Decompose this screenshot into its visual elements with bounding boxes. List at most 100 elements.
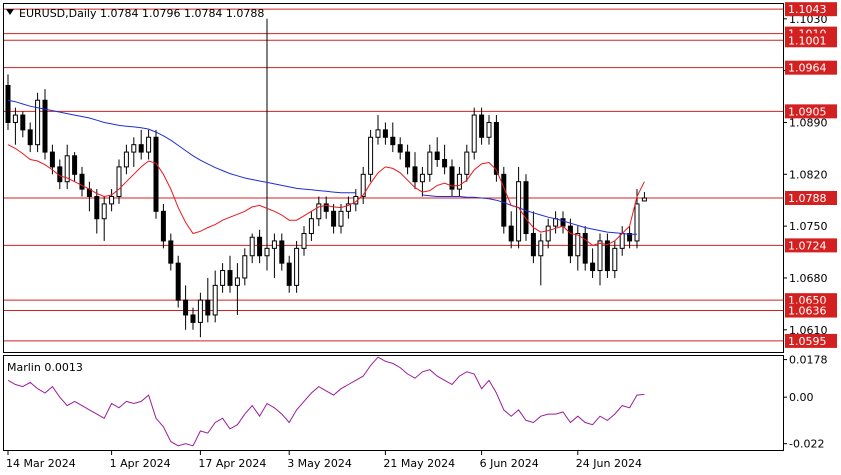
time-tick-label: 6 Jun 2024 (480, 457, 539, 470)
indicator-title: Marlin 0.0013 (7, 361, 83, 374)
price-tick-label: 1.0890 (789, 116, 828, 129)
candle-bull (634, 203, 640, 242)
candle-bear (190, 314, 196, 323)
symbol-title: EURUSD,Daily 1.0784 1.0796 1.0784 1.0788 (19, 7, 264, 20)
candle-bear (397, 144, 403, 153)
candle-bear (49, 151, 55, 168)
candle-bear (160, 210, 166, 242)
candle-bear (434, 151, 440, 160)
indicator-tick-label: -0.022 (789, 438, 824, 451)
candle-bull (197, 299, 203, 323)
candle-bull (264, 247, 270, 257)
candle-bear (604, 240, 610, 272)
ma-slow-line (7, 99, 356, 194)
candle-bull (242, 255, 248, 279)
candle-bull (234, 277, 240, 286)
price-axis: 1.10301.09601.08901.08201.07501.06801.06… (783, 13, 828, 337)
indicator-panel-frame (3, 355, 784, 451)
candle-bear (508, 225, 514, 242)
candle-bull (575, 233, 581, 257)
price-tick-label: 1.0610 (789, 324, 828, 337)
candle-bull (146, 136, 152, 153)
candle-bull (619, 233, 625, 249)
symbol-dropdown-icon[interactable] (6, 9, 14, 15)
candle-bull (220, 270, 226, 286)
candle-bear (523, 181, 529, 235)
indicator-tick-label: 0.00 (789, 391, 814, 404)
candle-bull (471, 114, 477, 153)
candle-bull (612, 247, 618, 272)
candle-bear (72, 155, 78, 175)
level-label: 1.0724 (788, 239, 827, 252)
marlin-line (7, 356, 645, 447)
candle-bear (175, 262, 181, 301)
ma-slow-line (422, 194, 637, 235)
indicator-tick-label: 0.0178 (789, 354, 828, 367)
candle-bear (5, 84, 11, 123)
candle-bear (205, 299, 211, 316)
candle-bear (27, 129, 33, 146)
candle-bear (79, 173, 85, 190)
level-label-bg (785, 303, 837, 318)
candle-bull (116, 166, 122, 198)
time-axis: 14 Mar 2024 1 Apr 2024 17 Apr 2024 3 May 20… (6, 451, 642, 470)
time-tick-label: 14 Mar 2024 (6, 457, 76, 470)
candle-bull (368, 136, 374, 175)
level-label: 1.1043 (788, 3, 827, 16)
time-tick-label: 1 Apr 2024 (110, 457, 171, 470)
level-label: 1.0964 (788, 62, 827, 75)
marlin-indicator: 0.0178 0.00 -0.022 (7, 354, 828, 451)
candle-bear (390, 136, 396, 146)
candle-bear (590, 262, 596, 272)
candle-bull (131, 144, 137, 153)
horizontal-levels (4, 8, 783, 342)
candle-bear (412, 166, 418, 183)
candle-bull (553, 218, 559, 227)
candle-bull (641, 197, 647, 202)
level-label-bg (785, 238, 837, 253)
candle-bull (345, 203, 351, 212)
candle-bull (456, 173, 462, 190)
candle-bull (301, 233, 307, 249)
candle-bull (212, 284, 218, 316)
level-label-bg (785, 104, 837, 119)
candle-bull (486, 121, 492, 138)
price-tick-label: 1.0680 (789, 272, 828, 285)
candle-bull (101, 203, 107, 220)
candle-bear (382, 129, 388, 138)
candle-bear (20, 114, 26, 131)
candle-bull (427, 151, 433, 175)
candle-bull (294, 247, 300, 286)
candle-bear (501, 173, 507, 227)
price-tick-label: 1.0750 (789, 220, 828, 233)
candle-bear (279, 240, 285, 264)
candle-bull (375, 129, 381, 138)
candle-bull (360, 173, 366, 198)
level-label-bg (785, 190, 837, 205)
candlestick-series (5, 18, 647, 338)
moving-averages (7, 99, 645, 246)
time-tick-label: 3 May 2024 (287, 457, 352, 470)
candle-bear (323, 203, 329, 212)
candle-bull (316, 203, 322, 220)
candle-bull (35, 99, 41, 146)
candle-bear (286, 262, 292, 286)
level-label-bg (785, 333, 837, 348)
level-label: 1.0905 (788, 105, 827, 118)
candle-bull (597, 240, 603, 272)
candle-bear (449, 166, 455, 190)
candle-bull (109, 196, 115, 205)
level-label: 1.0595 (788, 335, 827, 348)
candle-bear (567, 225, 573, 257)
time-tick-label: 24 Jun 2024 (576, 457, 642, 470)
candle-bear (582, 233, 588, 264)
level-label: 1.1001 (788, 34, 827, 47)
candle-bear (227, 270, 233, 286)
candle-bull (64, 155, 70, 183)
candle-bear (42, 99, 48, 153)
candle-bear (168, 240, 174, 264)
candle-bear (257, 236, 263, 257)
candle-bull (338, 210, 344, 227)
